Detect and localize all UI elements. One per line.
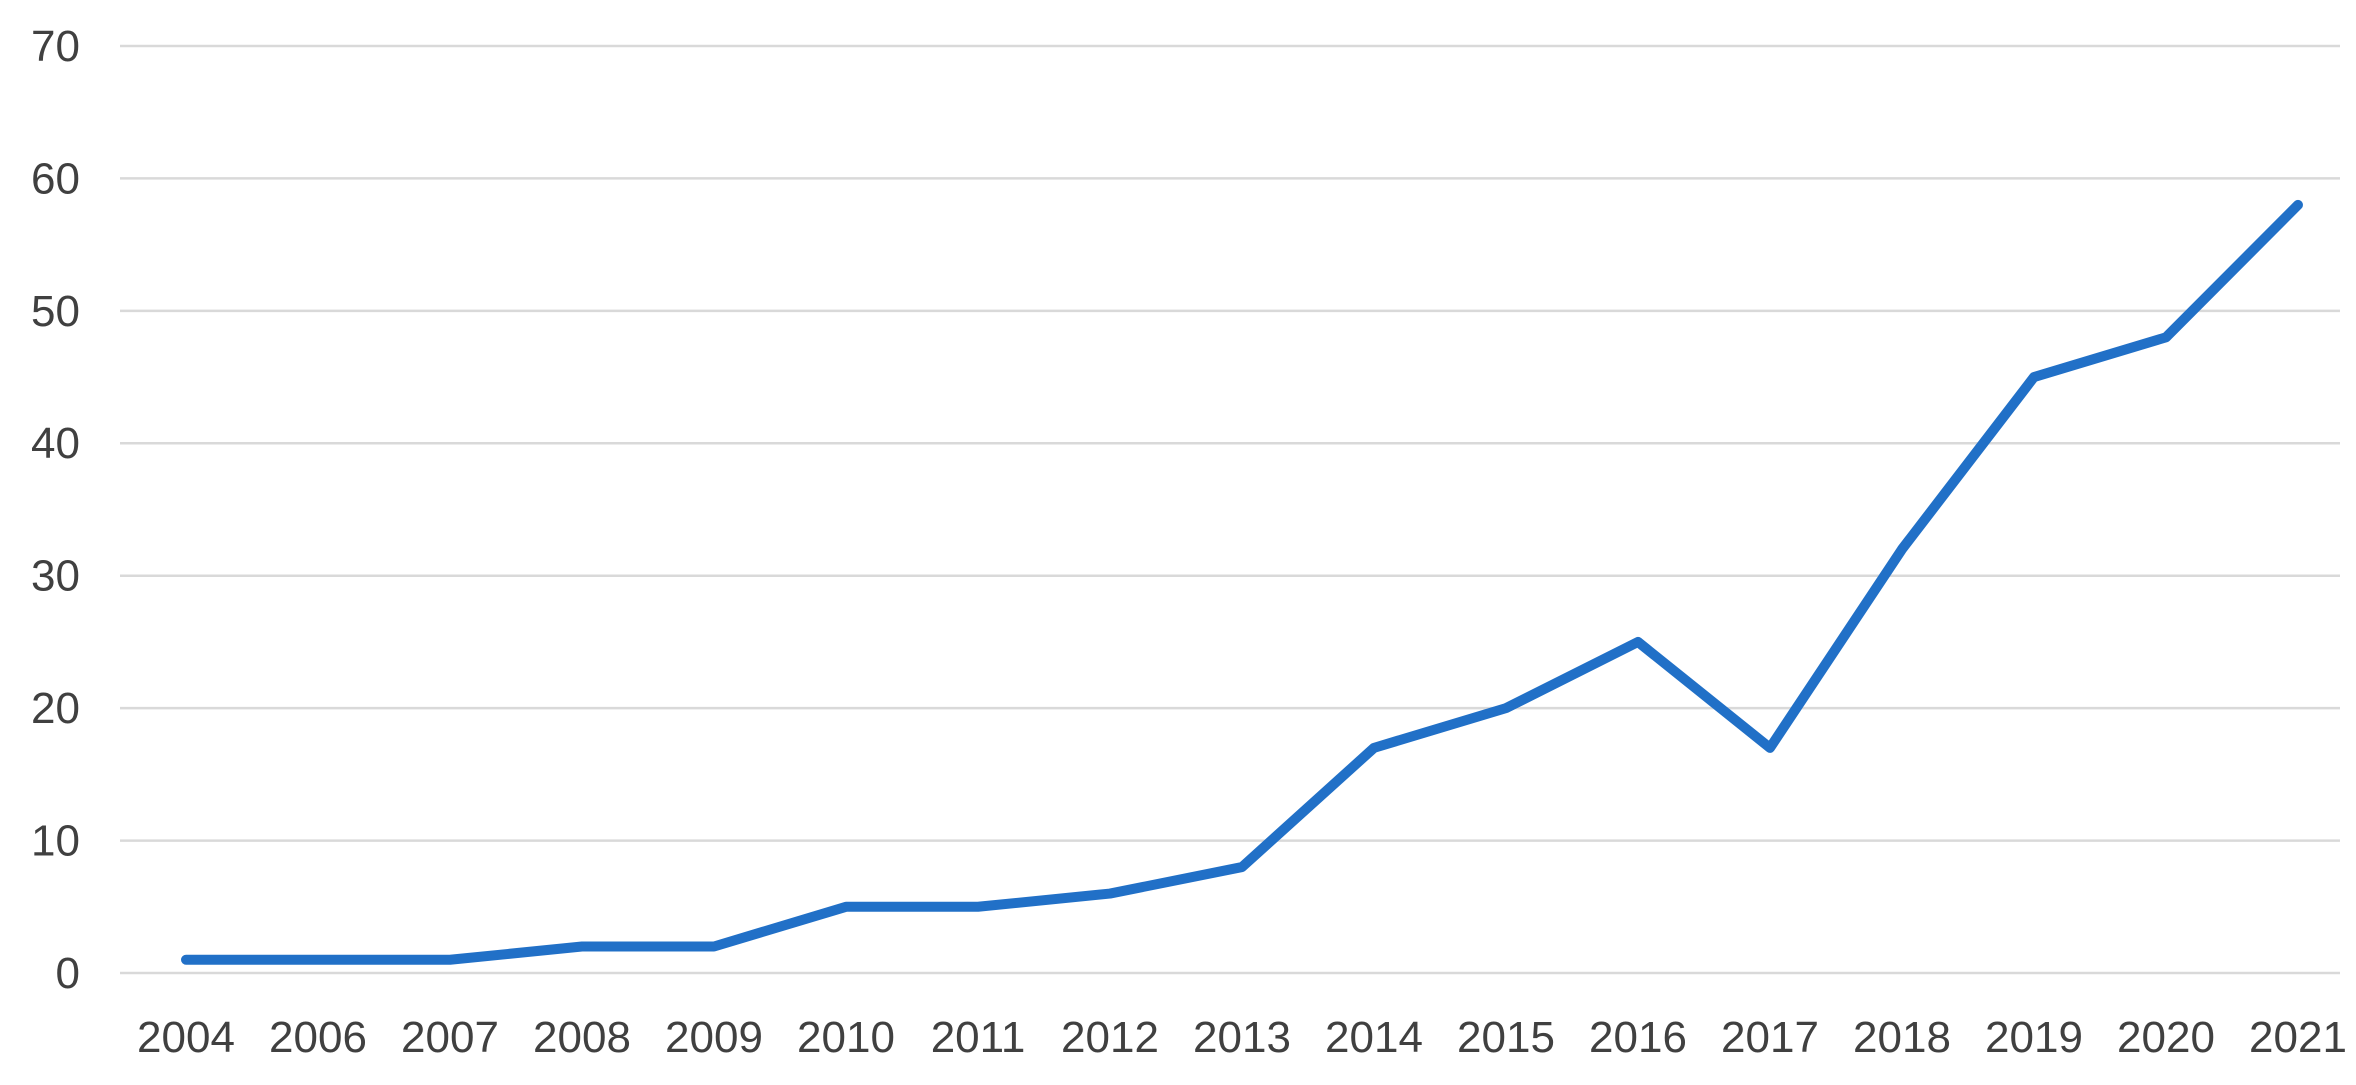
data-series-line — [181, 199, 2303, 965]
x-tick-label: 2021 — [2249, 1013, 2347, 1062]
y-tick-label: 30 — [31, 552, 80, 601]
y-tick-label: 10 — [31, 817, 80, 866]
y-tick-label: 20 — [31, 684, 80, 733]
x-tick-label: 2013 — [1193, 1013, 1291, 1062]
y-tick-label: 0 — [56, 949, 80, 998]
y-tick-label: 60 — [31, 154, 80, 203]
x-tick-label: 2020 — [2117, 1013, 2215, 1062]
y-tick-label: 50 — [31, 287, 80, 336]
y-tick-label: 70 — [31, 22, 80, 71]
x-tick-label: 2006 — [269, 1013, 367, 1062]
x-tick-label: 2010 — [797, 1013, 895, 1062]
x-tick-label: 2017 — [1721, 1013, 1819, 1062]
y-tick-label: 40 — [31, 419, 80, 468]
x-tick-label: 2012 — [1061, 1013, 1159, 1062]
x-tick-label: 2009 — [665, 1013, 763, 1062]
x-tick-label: 2015 — [1457, 1013, 1555, 1062]
x-tick-label: 2008 — [533, 1013, 631, 1062]
x-tick-label: 2014 — [1325, 1013, 1423, 1062]
x-tick-label: 2007 — [401, 1013, 499, 1062]
x-tick-label: 2019 — [1985, 1013, 2083, 1062]
x-tick-label: 2018 — [1853, 1013, 1951, 1062]
x-tick-label: 2016 — [1589, 1013, 1687, 1062]
x-tick-label: 2011 — [931, 1013, 1026, 1062]
x-tick-label: 2004 — [137, 1013, 235, 1062]
